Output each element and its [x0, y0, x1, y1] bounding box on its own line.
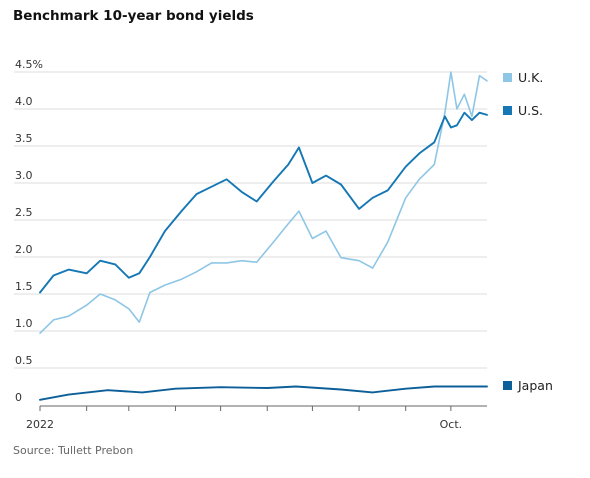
x-axis-ticks: 2022 Oct.: [26, 418, 462, 431]
y-tick-label: 1.5: [15, 280, 33, 293]
x-tick-label: Oct.: [440, 418, 463, 431]
legend-label-uk: U.K.: [518, 70, 543, 85]
y-tick-label: 4.0: [15, 95, 33, 108]
legend-swatch-japan: [503, 381, 512, 390]
series-line-japan: [39, 385, 488, 401]
legend: U.K. U.S. Japan: [503, 70, 553, 393]
legend-label-japan: Japan: [517, 378, 553, 393]
y-tick-label: 0.5: [15, 354, 33, 367]
series-line-uk: [39, 71, 488, 335]
legend-label-us: U.S.: [518, 103, 543, 118]
y-tick-label: 0: [15, 391, 22, 404]
series-lines: [39, 71, 488, 401]
source-note: Source: Tullett Prebon: [13, 444, 134, 457]
x-axis: [39, 405, 487, 411]
y-tick-label: 3.5: [15, 132, 33, 145]
chart-title: Benchmark 10-year bond yields: [13, 8, 254, 24]
legend-swatch-uk: [503, 73, 512, 82]
y-tick-label: 4.5%: [15, 58, 43, 71]
series-line-us: [39, 111, 488, 294]
y-axis-ticks: 0 0.5 1.0 1.5 2.0 2.5 3.0 3.5 4.0 4.5%: [15, 58, 43, 404]
y-tick-label: 1.0: [15, 317, 33, 330]
gridlines: [14, 71, 487, 369]
legend-swatch-us: [503, 106, 512, 115]
x-tick-label: 2022: [26, 418, 54, 431]
y-tick-label: 2.5: [15, 206, 33, 219]
chart-svg: 0 0.5 1.0 1.5 2.0 2.5 3.0 3.5 4.0 4.5% 2022 Oct. U…: [14, 58, 553, 431]
y-tick-label: 2.0: [15, 243, 33, 256]
y-tick-label: 3.0: [15, 169, 33, 182]
